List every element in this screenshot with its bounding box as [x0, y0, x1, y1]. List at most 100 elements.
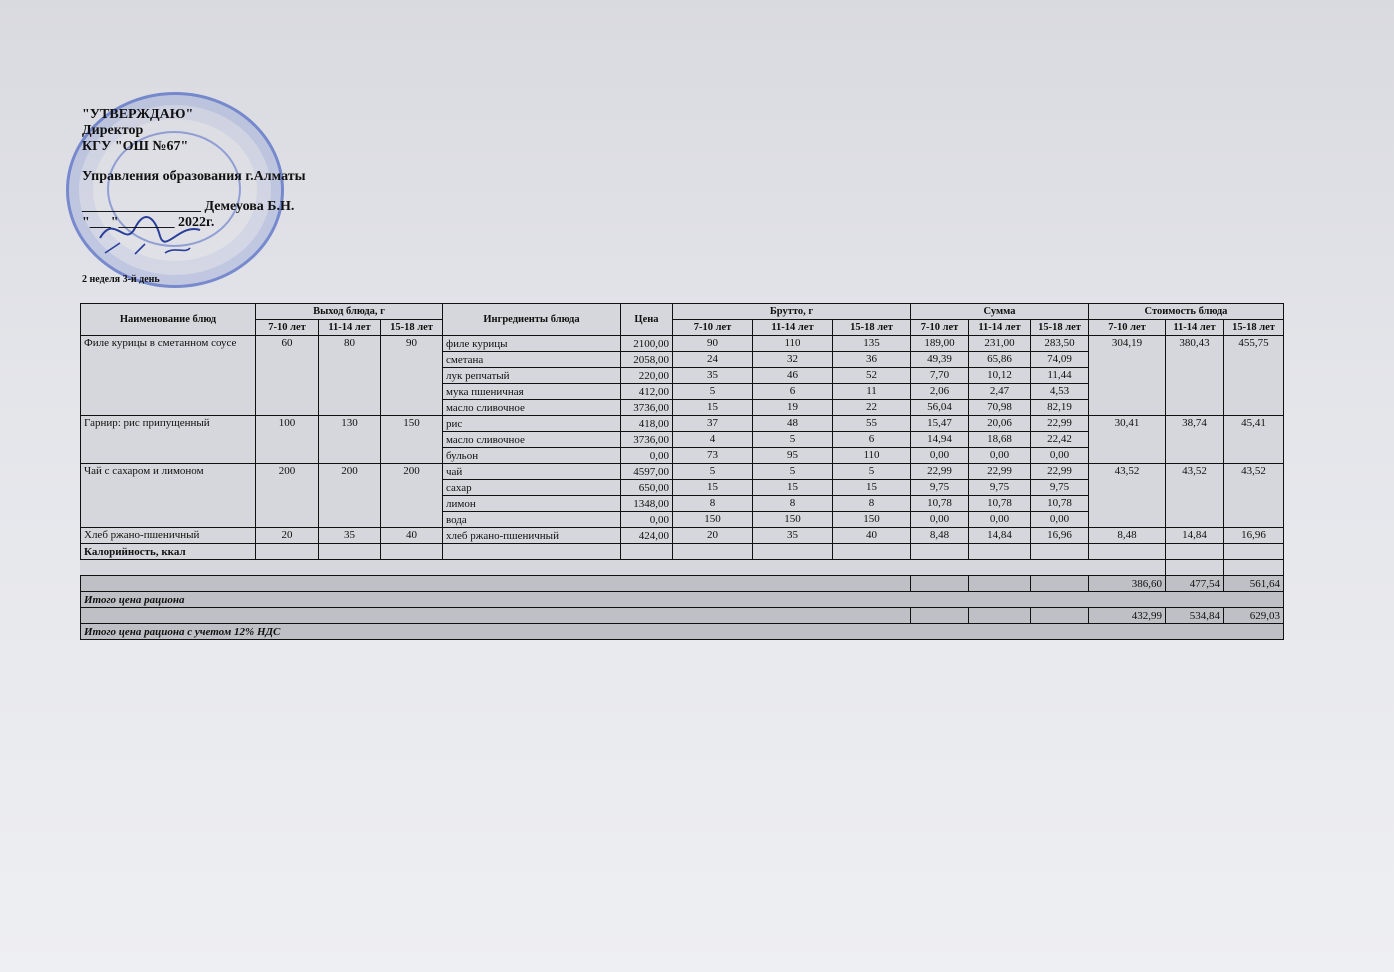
ingredient-name: мука пшеничная — [442, 383, 621, 400]
sum-value: 16,96 — [1030, 527, 1089, 544]
brutto-value: 32 — [752, 351, 833, 368]
signature — [99, 216, 201, 255]
total-label: Итого цена рациона — [80, 591, 1284, 608]
ingredient-price: 412,00 — [620, 383, 673, 400]
total-vat-label-row: Итого цена рациона с учетом 12% НДС — [80, 623, 1284, 640]
header-age: 7-10 лет — [910, 319, 969, 336]
brutto-value: 5 — [752, 431, 833, 448]
brutto-value: 37 — [672, 415, 753, 432]
brutto-value: 150 — [752, 511, 833, 528]
sum-value: 2,47 — [968, 383, 1031, 400]
table-row: масло сливочное 3736,00 15 19 22 56,04 70,98 82… — [81, 399, 1284, 416]
dish-name: Гарнир: рис припущенный — [80, 415, 256, 464]
header-age: 15-18 лет — [1030, 319, 1089, 336]
empty-cell — [442, 543, 621, 560]
dish-cost: 43,52 — [1165, 463, 1224, 528]
sum-value: 0,00 — [1030, 447, 1089, 464]
empty-cell — [80, 559, 1166, 576]
header-age: 7-10 лет — [672, 319, 753, 336]
ingredient-name: рис — [442, 415, 621, 432]
sum-value: 15,47 — [910, 415, 969, 432]
brutto-value: 48 — [752, 415, 833, 432]
ingredient-name: чай — [442, 463, 621, 480]
empty-cell — [968, 575, 1031, 592]
dish-name: Чай с сахаром и лимоном — [80, 463, 256, 528]
total-vat-value: 629,03 — [1223, 607, 1284, 624]
empty-cell — [910, 607, 969, 624]
sum-value: 22,99 — [968, 463, 1031, 480]
header-age: 15-18 лет — [380, 319, 443, 336]
brutto-value: 24 — [672, 351, 753, 368]
brutto-value: 73 — [672, 447, 753, 464]
brutto-value: 8 — [672, 495, 753, 512]
dish-output: 20 — [255, 527, 319, 544]
table-row: вода 0,00 150 150 150 0,00 0,00 0,00 — [81, 511, 1284, 528]
ingredient-price: 650,00 — [620, 479, 673, 496]
brutto-value: 95 — [752, 447, 833, 464]
sum-value: 49,39 — [910, 351, 969, 368]
header-age: 11-14 лет — [1165, 319, 1224, 336]
brutto-value: 150 — [832, 511, 911, 528]
ingredient-name: хлеб ржано-пшеничный — [442, 527, 621, 544]
spacer-row — [80, 559, 1284, 576]
brutto-value: 15 — [752, 479, 833, 496]
table-row: сметана 2058,00 24 32 36 49,39 65,86 74,09 — [81, 351, 1284, 368]
table-row: Гарнир: рис припущенный 100 130 150 рис 418,0… — [80, 415, 1284, 464]
header-age: 11-14 лет — [968, 319, 1031, 336]
brutto-value: 22 — [832, 399, 911, 416]
ingredient-name: филе курицы — [442, 335, 621, 352]
empty-cell — [1088, 543, 1166, 560]
total-value: 561,64 — [1223, 575, 1284, 592]
empty-cell — [80, 607, 911, 624]
ingredient-name: масло сливочное — [442, 431, 621, 448]
dish-cost: 14,84 — [1165, 527, 1224, 544]
sum-value: 231,00 — [968, 335, 1031, 352]
empty-cell — [1030, 543, 1089, 560]
sum-value: 22,99 — [910, 463, 969, 480]
total-value: 477,54 — [1165, 575, 1224, 592]
dish-cost: 38,74 — [1165, 415, 1224, 464]
dish-cost: 43,52 — [1223, 463, 1284, 528]
sum-value: 0,00 — [1030, 511, 1089, 528]
sum-value: 9,75 — [1030, 479, 1089, 496]
dish-cost: 43,52 — [1088, 463, 1166, 528]
empty-cell — [1223, 543, 1284, 560]
empty-cell — [910, 575, 969, 592]
dish-name: Хлеб ржано-пшеничный — [80, 527, 256, 544]
dish-cost: 8,48 — [1088, 527, 1166, 544]
dish-output: 100 — [255, 415, 319, 464]
sum-value: 10,78 — [1030, 495, 1089, 512]
sum-value: 7,70 — [910, 367, 969, 384]
ingredient-name: вода — [442, 511, 621, 528]
dish-output: 90 — [380, 335, 443, 416]
ingredient-price: 418,00 — [620, 415, 673, 432]
sum-value: 10,78 — [910, 495, 969, 512]
official-stamp — [66, 92, 284, 288]
department: Управления образования г.Алматы — [82, 169, 306, 184]
header-dish: Наименование блюд — [80, 303, 256, 336]
empty-cell — [752, 543, 833, 560]
dish-output: 80 — [318, 335, 381, 416]
brutto-value: 150 — [672, 511, 753, 528]
sum-value: 18,68 — [968, 431, 1031, 448]
sum-value: 82,19 — [1030, 399, 1089, 416]
approval-block: "УТВЕРЖДАЮ" Директор КГУ "ОШ №67" Управл… — [82, 107, 306, 231]
dish-cost: 304,19 — [1088, 335, 1166, 416]
signer: _________________ Демеуова Б.Н. — [82, 199, 295, 214]
header-age: 11-14 лет — [318, 319, 381, 336]
header-output: Выход блюда, г — [255, 303, 443, 320]
sum-value: 8,48 — [910, 527, 969, 544]
dish-cost: 45,41 — [1223, 415, 1284, 464]
brutto-value: 110 — [752, 335, 833, 352]
sum-value: 10,78 — [968, 495, 1031, 512]
table-row: Филе курицы в сметанном соусе 60 80 90 филе … — [80, 335, 1284, 416]
brutto-value: 35 — [752, 527, 833, 544]
empty-cell — [672, 543, 753, 560]
director-title: Директор — [82, 123, 144, 138]
empty-cell — [255, 543, 319, 560]
ingredient-price: 0,00 — [620, 511, 673, 528]
sum-value: 11,44 — [1030, 367, 1089, 384]
header-age: 15-18 лет — [832, 319, 911, 336]
brutto-value: 6 — [832, 431, 911, 448]
table-row: Хлеб ржано-пшеничный 20 35 40 хлеб ржано-пше… — [80, 527, 1284, 544]
